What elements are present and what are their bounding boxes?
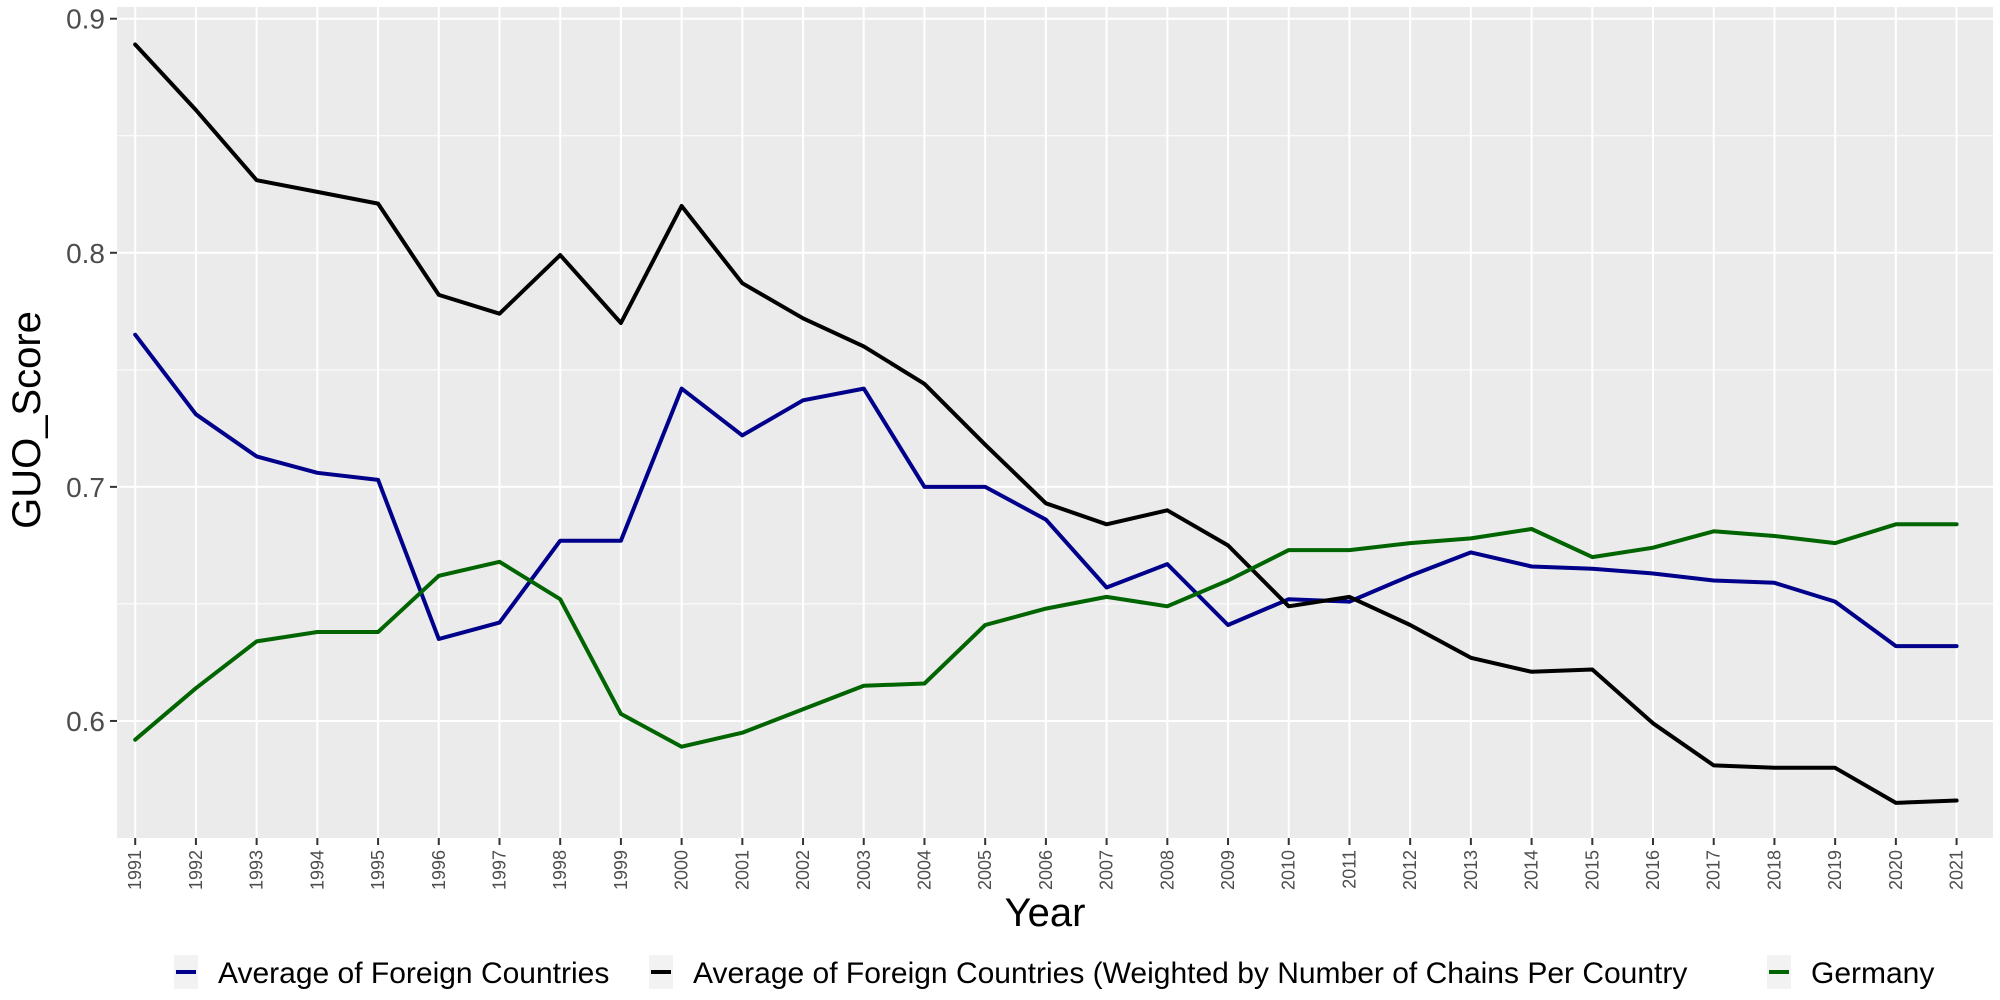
legend-item: Germany [1767, 955, 1934, 990]
x-tick-label: 1998 [550, 850, 570, 890]
x-tick-label: 1996 [429, 850, 449, 890]
x-tick-label: 2007 [1097, 850, 1117, 890]
x-tick-label: 2000 [672, 850, 692, 890]
legend-item: Average of Foreign Countries [174, 955, 609, 990]
x-tick-label: 2014 [1522, 850, 1542, 890]
x-tick-label: 1993 [247, 850, 267, 890]
x-tick-label: 2018 [1764, 850, 1784, 890]
x-tick-label: 2010 [1279, 850, 1299, 890]
x-tick-label: 2015 [1582, 850, 1602, 890]
x-tick-label: 2004 [914, 850, 934, 890]
x-tick-label: 2013 [1461, 850, 1481, 890]
y-tick-label: 0.6 [66, 706, 105, 737]
x-tick-label: 2008 [1157, 850, 1177, 890]
y-axis-title: GUO_Score [5, 311, 49, 529]
x-tick-label: 1991 [125, 850, 145, 890]
legend: Average of Foreign Countries Average of … [174, 955, 1934, 990]
x-tick-label: 2009 [1218, 850, 1238, 890]
x-tick-label: 2012 [1400, 850, 1420, 890]
legend-label: Average of Foreign Countries [218, 957, 609, 990]
x-tick-label: 1999 [611, 850, 631, 890]
major-gridlines [117, 7, 1993, 838]
legend-label: Average of Foreign Countries (Weighted b… [693, 957, 1687, 990]
series-line [133, 42, 1959, 805]
x-tick-label: 2016 [1643, 850, 1663, 890]
y-tick-label: 0.8 [66, 238, 105, 269]
x-tick-label: 2021 [1947, 850, 1967, 890]
plot-panel [117, 7, 1993, 838]
x-tick-label: 2017 [1704, 850, 1724, 890]
x-tick-label: 1997 [489, 850, 509, 890]
x-axis-ticks: 1991 1992 1993 1994 1995 1996 1997 1998 1999 2000… [125, 838, 1967, 890]
x-tick-label: 1994 [307, 850, 327, 890]
y-tick-label: 0.9 [66, 4, 105, 35]
x-tick-label: 2005 [975, 850, 995, 890]
legend-item: Average of Foreign Countries (Weighted b… [649, 955, 1687, 990]
x-tick-label: 2019 [1825, 850, 1845, 890]
x-tick-label: 2002 [793, 850, 813, 890]
y-tick-label: 0.7 [66, 472, 105, 503]
x-tick-label: 1995 [368, 850, 388, 890]
x-tick-label: 2006 [1036, 850, 1056, 890]
x-tick-label: 2011 [1339, 850, 1359, 889]
x-tick-label: 2020 [1886, 850, 1906, 890]
legend-label: Germany [1811, 957, 1934, 990]
x-tick-label: 2003 [854, 850, 874, 890]
x-tick-label: 1992 [186, 850, 206, 890]
series-lines [133, 42, 1959, 805]
series-line [133, 332, 1959, 649]
x-tick-label: 2001 [732, 850, 752, 890]
y-axis-ticks: 0.6 0.7 0.8 0.9 [66, 4, 117, 737]
series-line [133, 522, 1959, 749]
x-axis-title: Year [1005, 891, 1086, 935]
minor-gridlines [117, 135, 1993, 605]
